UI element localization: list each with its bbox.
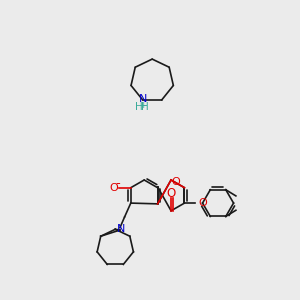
Text: +: + xyxy=(139,101,146,110)
Text: O: O xyxy=(167,187,176,200)
Text: O: O xyxy=(172,176,181,187)
Text: H: H xyxy=(141,102,149,112)
Text: N: N xyxy=(116,224,125,234)
Text: -: - xyxy=(115,177,120,190)
Text: O: O xyxy=(110,183,118,193)
Text: N: N xyxy=(140,94,148,104)
Text: H: H xyxy=(135,102,143,112)
Text: O: O xyxy=(198,198,207,208)
